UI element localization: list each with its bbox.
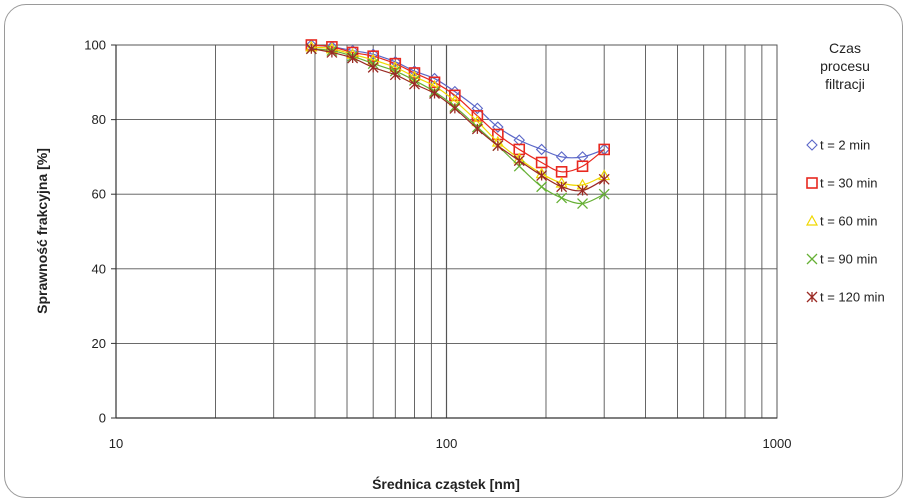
data-point xyxy=(555,151,568,163)
data-point xyxy=(536,170,548,182)
data-point xyxy=(513,155,525,167)
legend-marker xyxy=(806,177,818,189)
data-point xyxy=(326,47,338,58)
y-tick-label: 60 xyxy=(92,187,106,202)
y-tick-label: 0 xyxy=(99,411,106,426)
legend-title-line-3: filtracji xyxy=(825,76,865,92)
data-point xyxy=(577,185,588,196)
data-point xyxy=(471,123,483,135)
data-point xyxy=(429,88,440,99)
data-point xyxy=(576,160,589,173)
legend-label: t = 90 min xyxy=(820,252,877,267)
legend-label: t = 2 min xyxy=(820,138,870,153)
data-point xyxy=(367,50,379,62)
data-point xyxy=(347,52,359,64)
legend-title-line-2: procesu xyxy=(820,58,870,74)
data-point xyxy=(535,143,548,156)
data-point xyxy=(556,192,568,204)
data-point xyxy=(492,128,504,141)
x-tick-label: 10 xyxy=(109,436,123,451)
legend-item-1: t = 2 min xyxy=(806,138,870,153)
series-line xyxy=(311,44,605,159)
data-point xyxy=(577,198,588,209)
data-point xyxy=(598,188,610,200)
y-tick-labels: 0 20 40 60 80 100 xyxy=(84,38,106,426)
series-line xyxy=(311,46,605,186)
y-tick-label: 80 xyxy=(92,112,106,127)
chart-frame: 10 100 1000 0 20 40 60 80 100 Średnica cząstek … xyxy=(4,4,903,498)
legend-label: t = 120 min xyxy=(820,290,885,305)
data-point xyxy=(408,67,421,79)
legend-item-4: t = 90 min xyxy=(806,252,877,267)
data-point xyxy=(536,181,548,193)
data-point xyxy=(471,102,484,115)
data-point xyxy=(449,102,461,114)
data-point xyxy=(598,143,610,156)
legend-marker xyxy=(806,139,818,151)
x-tick-label: 1000 xyxy=(763,436,792,451)
data-point xyxy=(389,69,401,81)
y-tick-label: 40 xyxy=(92,261,106,276)
legend-label: t = 30 min xyxy=(820,176,877,191)
x-tick-label: 100 xyxy=(436,436,458,451)
data-point xyxy=(428,76,441,89)
data-point xyxy=(367,61,379,73)
y-tick-label: 20 xyxy=(92,336,106,351)
legend: Czas procesu filtracji t = 2 min t = 30 m… xyxy=(805,40,885,305)
x-axis-title: Średnica cząstek [nm] xyxy=(372,475,520,492)
data-point xyxy=(389,57,402,70)
data-point xyxy=(305,43,317,55)
data-point xyxy=(492,121,504,133)
legend-item-3: t = 60 min xyxy=(805,214,877,229)
legend-item-2: t = 30 min xyxy=(806,176,877,191)
grid xyxy=(115,44,778,419)
legend-marker xyxy=(806,253,818,265)
data-point xyxy=(409,78,420,90)
data-point xyxy=(556,181,568,193)
y-axis-title: Sprawność frakcyjna [%] xyxy=(34,148,50,314)
chart: 10 100 1000 0 20 40 60 80 100 Średnica cząstek … xyxy=(34,38,885,493)
x-tick-labels: 10 100 1000 xyxy=(109,436,792,451)
y-tick-label: 100 xyxy=(84,38,106,53)
legend-title-line-1: Czas xyxy=(829,40,861,56)
legend-item-5: t = 120 min xyxy=(806,290,885,305)
series-5 xyxy=(305,43,610,196)
legend-marker xyxy=(805,214,819,226)
legend-marker xyxy=(806,291,818,303)
data-point xyxy=(492,140,504,152)
series-layer xyxy=(305,39,611,209)
legend-items: t = 2 min t = 30 min t = 60 min t = 90 min t… xyxy=(805,138,885,305)
legend-label: t = 60 min xyxy=(820,214,877,229)
axes xyxy=(111,44,777,419)
data-point xyxy=(598,173,610,185)
